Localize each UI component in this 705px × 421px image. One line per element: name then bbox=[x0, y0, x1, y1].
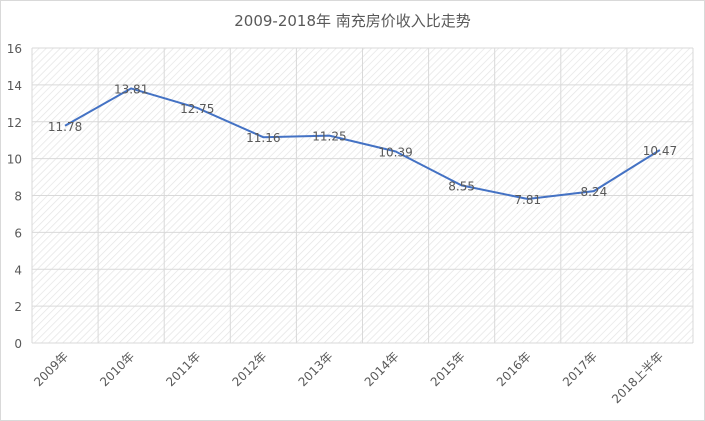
y-tick-label: 16 bbox=[7, 42, 22, 56]
y-axis-labels: 0 2 4 6 8 10 12 14 16 bbox=[7, 42, 22, 351]
x-axis-labels: 2009年 2010年 2011年 2012年 2013年 2014年 2015年 2016年… bbox=[31, 349, 666, 406]
x-tick-label: 2016年 bbox=[494, 349, 534, 389]
data-label: 10.39 bbox=[378, 145, 412, 159]
x-tick-label: 2009年 bbox=[31, 349, 71, 389]
y-tick-label: 14 bbox=[7, 79, 22, 93]
data-labels: 11.78 13.81 12.75 11.16 11.25 10.39 8.55 7.81 8.… bbox=[48, 82, 677, 207]
y-tick-label: 2 bbox=[14, 300, 22, 314]
data-label: 12.75 bbox=[180, 102, 214, 116]
data-label: 7.81 bbox=[514, 193, 541, 207]
x-tick-label: 2015年 bbox=[428, 349, 468, 389]
data-label: 8.55 bbox=[448, 179, 475, 193]
data-label: 11.78 bbox=[48, 120, 82, 134]
data-label: 13.81 bbox=[114, 82, 148, 96]
data-label: 10.47 bbox=[643, 144, 677, 158]
data-label: 11.16 bbox=[246, 131, 280, 145]
data-label: 11.25 bbox=[312, 130, 346, 144]
x-tick-label: 2012年 bbox=[229, 349, 269, 389]
series-line bbox=[64, 87, 661, 201]
gridlines bbox=[31, 47, 694, 344]
x-tick-label: 2010年 bbox=[97, 349, 137, 389]
x-tick-label: 2013年 bbox=[296, 349, 336, 389]
y-tick-label: 4 bbox=[14, 263, 22, 277]
x-tick-label: 2017年 bbox=[560, 349, 600, 389]
chart-title: 2009-2018年 南充房价收入比走势 bbox=[234, 12, 471, 30]
x-tick-label: 2011年 bbox=[163, 349, 203, 389]
x-tick-label: 2018上半年 bbox=[609, 349, 666, 406]
y-tick-label: 12 bbox=[7, 116, 22, 130]
x-tick-label: 2014年 bbox=[362, 349, 402, 389]
data-label: 8.24 bbox=[580, 185, 607, 199]
y-tick-label: 0 bbox=[14, 337, 22, 351]
y-tick-label: 8 bbox=[14, 190, 22, 204]
y-tick-label: 10 bbox=[7, 153, 22, 167]
y-tick-label: 6 bbox=[14, 226, 22, 240]
